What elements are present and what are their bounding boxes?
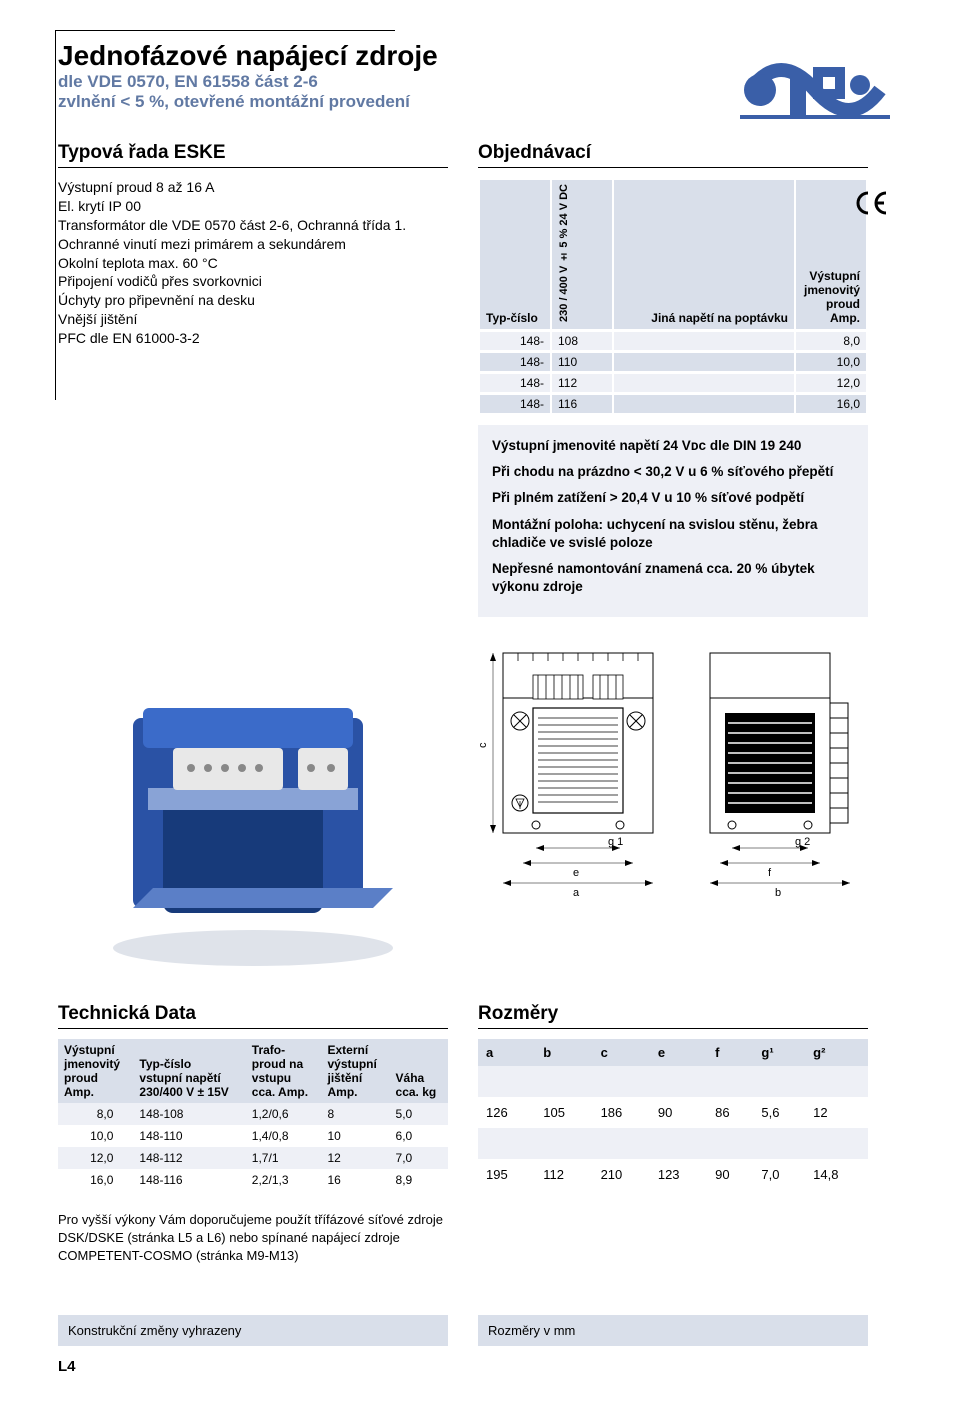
svg-text:g 2: g 2 (795, 836, 810, 848)
footer-left: Konstrukční změny vyhrazeny (58, 1315, 448, 1346)
note-line: Výstupní jmenovité napětí 24 Vᴅᴄ dle DIN… (492, 437, 854, 455)
table-row: 148- 108 8,0 (480, 331, 866, 350)
right-heading: Objednávací (478, 142, 868, 168)
footer-right: Rozměry v mm (478, 1315, 868, 1346)
tech-table: Výstupní jmenovitý proud Amp. Typ-číslo … (58, 1039, 448, 1191)
table-row: 16,0 148-116 2,2/1,3 16 8,9 (58, 1169, 448, 1191)
dim-table: a b c e f g¹ g² 126 105 186 (478, 1039, 868, 1190)
note-line: Při chodu na prázdno < 30,2 V u 6 % síťo… (492, 463, 854, 481)
dim-col: e (650, 1039, 707, 1066)
page-number: L4 (58, 1358, 910, 1375)
order-table: Typ-číslo 230 / 400 V ± 5 % 24 V DC Jiná… (478, 178, 868, 415)
dim-col: g² (805, 1039, 868, 1066)
table-row (478, 1128, 868, 1159)
spec-line: Okolní teplota max. 60 °C (58, 254, 448, 273)
tech-col-type: Typ-číslo vstupní napětí 230/400 V ± 15V (133, 1039, 245, 1103)
spec-line: Ochranné vinutí mezi primárem a sekundár… (58, 235, 448, 254)
dim-heading: Rozměry (478, 1003, 868, 1029)
dim-col: a (478, 1039, 535, 1066)
dimension-drawings: c g 1 e a (478, 633, 868, 913)
dim-col: f (707, 1039, 753, 1066)
table-row: 148- 116 16,0 (480, 394, 866, 413)
spec-line: PFC dle EN 61000-3-2 (58, 329, 448, 348)
note-line: Při plném zatížení > 20,4 V u 10 % síťov… (492, 489, 854, 507)
ce-mark-icon (854, 190, 890, 224)
table-row (478, 1066, 868, 1097)
left-heading: Typová řada ESKE (58, 142, 448, 168)
spec-line: Vnější jištění (58, 310, 448, 329)
order-col-type: Typ-číslo (480, 180, 550, 329)
tech-col-trafo: Trafo- proud na vstupu cca. Amp. (246, 1039, 322, 1103)
spec-list: Výstupní proud 8 až 16 A El. krytí IP 00… (58, 178, 448, 348)
table-row: 12,0 148-112 1,7/1 12 7,0 (58, 1147, 448, 1169)
dim-col: g¹ (753, 1039, 805, 1066)
spec-line: Výstupní proud 8 až 16 A (58, 178, 448, 197)
order-col-other: Jiná napětí na poptávku (614, 180, 794, 329)
note-line: Nepřesné namontování znamená cca. 20 % ú… (492, 560, 854, 596)
dim-col: c (593, 1039, 650, 1066)
tech-col-amp: Výstupní jmenovitý proud Amp. (58, 1039, 133, 1103)
notes-box: Výstupní jmenovité napětí 24 Vᴅᴄ dle DIN… (478, 425, 868, 617)
svg-text:e: e (573, 867, 579, 879)
svg-text:g 1: g 1 (608, 836, 623, 848)
decor-line-h (55, 30, 395, 31)
company-logo-icon (740, 40, 890, 140)
svg-text:b: b (775, 887, 781, 899)
svg-text:c: c (478, 742, 489, 748)
decor-line-v (55, 30, 56, 400)
spec-line: El. krytí IP 00 (58, 197, 448, 216)
spec-line: Transformátor dle VDE 0570 část 2-6, Och… (58, 216, 448, 235)
order-col-voltage: 230 / 400 V ± 5 % 24 V DC (552, 180, 612, 329)
table-row: 10,0 148-110 1,4/0,8 10 6,0 (58, 1125, 448, 1147)
tech-col-fuse: Externí výstupní jištění Amp. (321, 1039, 389, 1103)
table-row: 126 105 186 90 86 5,6 12 (478, 1097, 868, 1128)
table-row: 148- 112 12,0 (480, 373, 866, 392)
dim-col: b (535, 1039, 592, 1066)
tech-col-weight: Váha cca. kg (390, 1039, 448, 1103)
table-row: 148- 110 10,0 (480, 352, 866, 371)
table-row: 195 112 210 123 90 7,0 14,8 (478, 1159, 868, 1190)
table-row: 8,0 148-108 1,2/0,6 8 5,0 (58, 1103, 448, 1125)
product-image (58, 633, 448, 983)
spec-line: Připojení vodičů přes svorkovnici (58, 272, 448, 291)
note-line: Montážní poloha: uchycení na svislou stě… (492, 516, 854, 552)
spec-line: Úchyty pro připevnění na desku (58, 291, 448, 310)
tech-heading: Technická Data (58, 1003, 448, 1029)
footer-note: Pro vyšší výkony Vám doporučujeme použít… (58, 1211, 448, 1266)
svg-text:f: f (768, 867, 772, 879)
svg-text:a: a (573, 887, 580, 899)
